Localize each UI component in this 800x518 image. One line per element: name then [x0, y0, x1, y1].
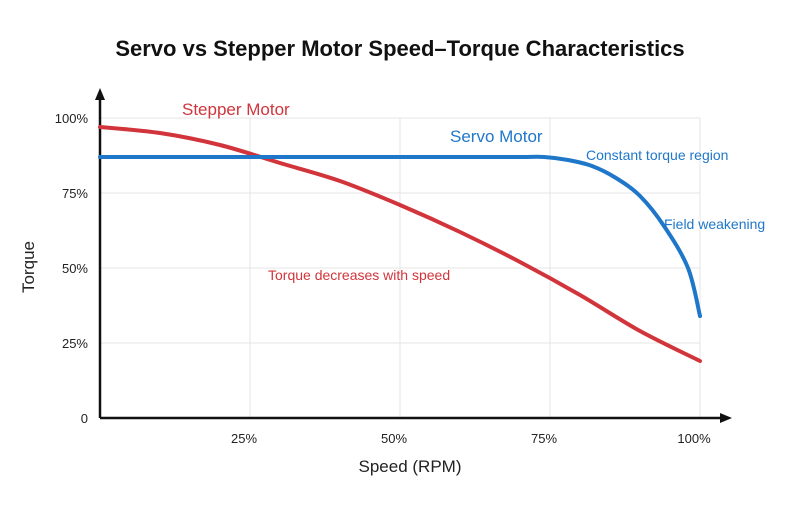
y-tick-label: 25% [62, 336, 88, 351]
y-axis-label: Torque [19, 241, 38, 293]
x-axis-label: Speed (RPM) [359, 457, 462, 476]
stepper-series-label: Stepper Motor [182, 100, 290, 119]
x-tick-label: 50% [381, 431, 407, 446]
y-tick-label: 100% [55, 111, 89, 126]
x-axis-arrow [720, 413, 732, 423]
x-tick-label: 75% [531, 431, 557, 446]
y-tick-label: 50% [62, 261, 88, 276]
y-tick-label: 75% [62, 186, 88, 201]
chart-title: Servo vs Stepper Motor Speed–Torque Char… [115, 36, 684, 61]
y-tick-label: 0 [81, 411, 88, 426]
axes [95, 88, 732, 423]
series-lines [98, 125, 702, 363]
x-tick-label: 25% [231, 431, 257, 446]
annotation-label: Torque decreases with speed [268, 267, 450, 283]
servo-series-label: Servo Motor [450, 127, 543, 146]
stepper-motor-line [98, 125, 702, 363]
annotation-label: Field weakening [664, 216, 765, 232]
y-axis-arrow [95, 88, 105, 100]
grid [100, 117, 701, 418]
x-tick-label: 100% [677, 431, 711, 446]
tick-labels: 25% 50% 75% 100% 0 25% 50% 75% 100% [55, 111, 711, 446]
annotation-label: Constant torque region [586, 147, 728, 163]
servo-motor-line [98, 154, 702, 318]
annotations: Torque decreases with speed Constant torq… [268, 147, 765, 283]
